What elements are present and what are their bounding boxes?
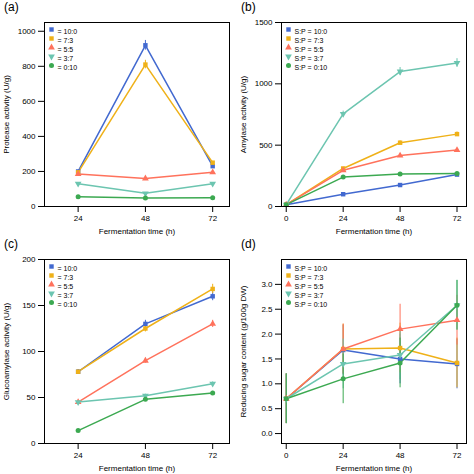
svg-text:= 7:3: = 7:3 [58, 37, 74, 44]
svg-text:0: 0 [31, 202, 36, 211]
svg-text:Fermentation time (h): Fermentation time (h) [336, 227, 413, 236]
svg-text:24: 24 [74, 214, 83, 223]
html-text:(c): (c) [4, 237, 18, 251]
svg-text:50: 50 [27, 393, 36, 402]
svg-text:= 5:5: = 5:5 [58, 283, 74, 290]
svg-text:24: 24 [74, 451, 83, 460]
svg-text:400: 400 [22, 132, 36, 141]
svg-text:0.0: 0.0 [261, 429, 273, 438]
svg-text:24: 24 [339, 451, 348, 460]
svg-text:S:P = 10:0: S:P = 10:0 [295, 265, 328, 272]
svg-text:S:P = 3:7: S:P = 3:7 [295, 55, 324, 62]
svg-text:72: 72 [453, 451, 462, 460]
svg-text:Glucoamylase activity (U/g): Glucoamylase activity (U/g) [2, 302, 11, 400]
svg-text:Fermentation time (h): Fermentation time (h) [336, 464, 413, 473]
svg-text:= 5:5: = 5:5 [58, 46, 74, 53]
svg-text:= 3:7: = 3:7 [58, 292, 74, 299]
svg-text:0.5: 0.5 [261, 404, 273, 413]
svg-text:200: 200 [22, 255, 36, 264]
svg-text:48: 48 [141, 451, 150, 460]
svg-text:S:P = 10:0: S:P = 10:0 [295, 28, 328, 35]
svg-text:24: 24 [339, 214, 348, 223]
svg-text:Amylase activity (U/g): Amylase activity (U/g) [239, 75, 248, 153]
svg-text:1500: 1500 [255, 18, 273, 27]
svg-text:0: 0 [268, 202, 273, 211]
svg-text:800: 800 [22, 62, 36, 71]
svg-text:0: 0 [31, 439, 36, 448]
svg-text:150: 150 [22, 301, 36, 310]
svg-text:= 3:7: = 3:7 [58, 55, 74, 62]
svg-text:500: 500 [259, 141, 273, 150]
svg-text:S:P = 7:3: S:P = 7:3 [295, 274, 324, 281]
svg-text:= 7:3: = 7:3 [58, 274, 74, 281]
svg-text:48: 48 [141, 214, 150, 223]
svg-text:48: 48 [396, 451, 405, 460]
svg-text:1000: 1000 [18, 27, 36, 36]
svg-text:Fermentation time (h): Fermentation time (h) [99, 464, 176, 473]
svg-text:Fermentation time (h): Fermentation time (h) [99, 227, 176, 236]
html-text:(d): (d) [241, 237, 256, 251]
svg-text:0: 0 [284, 214, 289, 223]
svg-text:1000: 1000 [255, 79, 273, 88]
svg-text:Protease activity (U/g): Protease activity (U/g) [2, 75, 11, 154]
svg-text:S:P = 5:5: S:P = 5:5 [295, 283, 324, 290]
svg-text:= 0:10: = 0:10 [58, 301, 78, 308]
svg-text:2.5: 2.5 [261, 305, 273, 314]
svg-text:72: 72 [453, 214, 462, 223]
svg-text:0: 0 [284, 451, 289, 460]
svg-text:72: 72 [208, 214, 217, 223]
svg-text:S:P = 7:3: S:P = 7:3 [295, 37, 324, 44]
svg-text:Reducing sugar content (g/100g: Reducing sugar content (g/100g DW) [239, 285, 248, 417]
svg-text:S:P = 5:5: S:P = 5:5 [295, 46, 324, 53]
svg-text:600: 600 [22, 97, 36, 106]
svg-text:S:P = 0:10: S:P = 0:10 [295, 64, 328, 71]
svg-text:S:P = 0:10: S:P = 0:10 [295, 301, 328, 308]
html-text:(a): (a) [4, 0, 19, 14]
svg-text:48: 48 [396, 214, 405, 223]
svg-text:= 10:0: = 10:0 [58, 28, 78, 35]
svg-text:1.5: 1.5 [261, 355, 273, 364]
svg-text:S:P = 3:7: S:P = 3:7 [295, 292, 324, 299]
svg-text:100: 100 [22, 347, 36, 356]
svg-text:= 10:0: = 10:0 [58, 265, 78, 272]
svg-text:1.0: 1.0 [261, 379, 273, 388]
svg-text:2.0: 2.0 [261, 330, 273, 339]
svg-text:200: 200 [22, 167, 36, 176]
svg-text:3.0: 3.0 [261, 280, 273, 289]
html-text:(b): (b) [241, 0, 256, 14]
svg-text:72: 72 [208, 451, 217, 460]
svg-text:= 0:10: = 0:10 [58, 64, 78, 71]
